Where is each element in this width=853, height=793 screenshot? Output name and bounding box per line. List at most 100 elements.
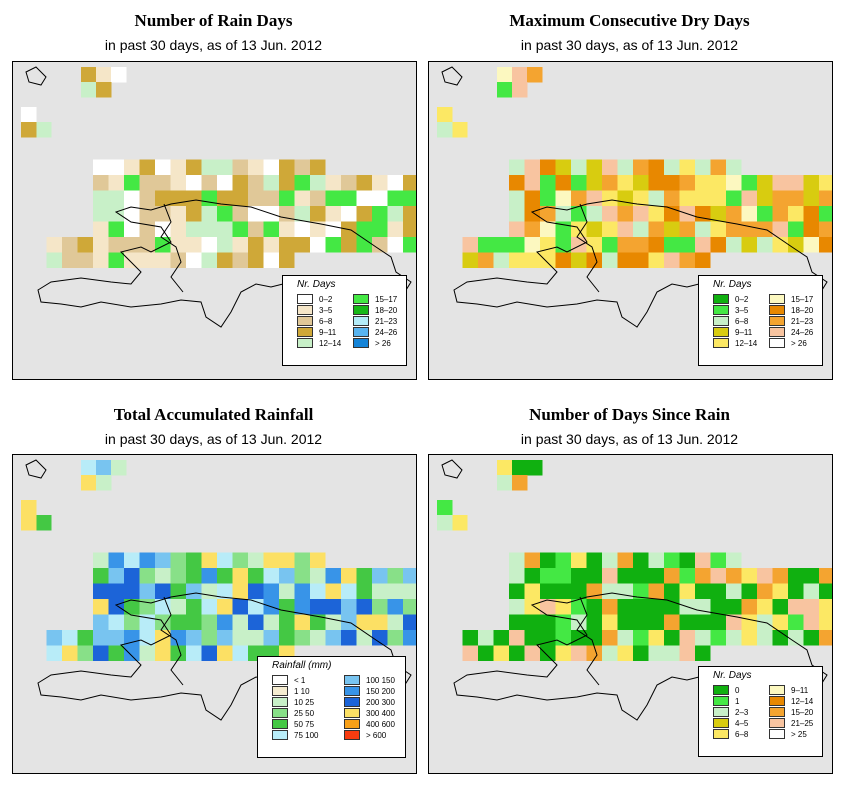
grid-cell bbox=[124, 221, 140, 237]
grid-cell bbox=[310, 630, 326, 646]
legend-label: 21–23 bbox=[375, 316, 398, 326]
grid-cell bbox=[217, 221, 233, 237]
grid-cell bbox=[555, 552, 571, 568]
legend-swatch bbox=[297, 338, 313, 348]
grid-cell bbox=[695, 175, 711, 191]
grid-cell bbox=[124, 252, 140, 268]
grid-cell bbox=[108, 583, 124, 599]
grid-cell bbox=[77, 630, 93, 646]
grid-cell bbox=[586, 568, 602, 584]
grid-cell bbox=[648, 599, 664, 615]
grid-cell bbox=[540, 252, 556, 268]
grid-cell bbox=[201, 221, 217, 237]
grid-cell bbox=[279, 159, 295, 175]
grid-cell bbox=[602, 583, 618, 599]
grid-cell bbox=[741, 206, 757, 222]
legend-swatch bbox=[353, 327, 369, 337]
grid-cell bbox=[341, 630, 357, 646]
grid-cell bbox=[788, 599, 804, 615]
grid-cell bbox=[279, 221, 295, 237]
grid-cell bbox=[741, 190, 757, 206]
grid-cell bbox=[648, 175, 664, 191]
panel-title: Maximum Consecutive Dry Days bbox=[509, 11, 750, 30]
grid-cell bbox=[695, 237, 711, 253]
legend-label: 100 150 bbox=[366, 675, 395, 685]
map-canvas bbox=[21, 459, 416, 721]
grid-cell bbox=[201, 568, 217, 584]
grid-cell bbox=[803, 614, 819, 630]
legend-label: 24–26 bbox=[375, 327, 398, 337]
legend-item: 9–11 bbox=[297, 327, 336, 337]
grid-cell bbox=[679, 552, 695, 568]
grid-cell bbox=[403, 599, 416, 615]
grid-cell bbox=[263, 614, 279, 630]
grid-cell bbox=[509, 221, 525, 237]
grid-cell bbox=[512, 460, 528, 476]
legend-label: 18–20 bbox=[791, 305, 814, 315]
grid-cell bbox=[555, 252, 571, 268]
grid-cell bbox=[633, 159, 649, 175]
grid-cell bbox=[248, 583, 264, 599]
grid-cell bbox=[726, 206, 742, 222]
grid-cell bbox=[695, 552, 711, 568]
grid-cell bbox=[478, 252, 494, 268]
grid-cell bbox=[571, 237, 587, 253]
grid-cell bbox=[726, 175, 742, 191]
grid-cell bbox=[263, 221, 279, 237]
legend-swatch bbox=[272, 675, 288, 685]
grid-cell bbox=[372, 568, 388, 584]
legend-item: 18–20 bbox=[769, 305, 813, 315]
grid-cell bbox=[170, 221, 186, 237]
grid-cell bbox=[524, 175, 540, 191]
grid-cell bbox=[46, 630, 62, 646]
legend-label: 50 75 bbox=[294, 719, 315, 729]
grid-cell bbox=[310, 237, 326, 253]
legend-label: 300 400 bbox=[366, 708, 395, 718]
grid-cell bbox=[757, 568, 773, 584]
grid-cell bbox=[540, 568, 556, 584]
grid-cell bbox=[617, 630, 633, 646]
grid-cell bbox=[540, 190, 556, 206]
grid-cell bbox=[387, 206, 403, 222]
legend-swatch bbox=[272, 719, 288, 729]
grid-cell bbox=[279, 552, 295, 568]
grid-cell bbox=[356, 175, 372, 191]
legend-label: 25 50 bbox=[294, 708, 315, 718]
grid-cell bbox=[81, 460, 97, 476]
grid-cell bbox=[741, 599, 757, 615]
grid-cell bbox=[772, 599, 788, 615]
grid-cell bbox=[803, 237, 819, 253]
grid-cell bbox=[170, 237, 186, 253]
grid-cell bbox=[540, 552, 556, 568]
grid-cell bbox=[509, 599, 525, 615]
legend-item: 1 bbox=[713, 696, 739, 706]
grid-cell bbox=[372, 599, 388, 615]
legend-swatch bbox=[769, 316, 785, 326]
legend-swatch bbox=[769, 685, 785, 695]
grid-cell bbox=[403, 237, 416, 253]
grid-cell bbox=[788, 221, 804, 237]
grid-cell bbox=[279, 614, 295, 630]
grid-cell bbox=[93, 206, 109, 222]
grid-cell bbox=[62, 645, 78, 661]
grid-cell bbox=[741, 583, 757, 599]
grid-cell bbox=[279, 237, 295, 253]
grid-cell bbox=[512, 67, 528, 83]
grid-cell bbox=[710, 614, 726, 630]
panel-subtitle: in past 30 days, as of 13 Jun. 2012 bbox=[104, 431, 323, 447]
grid-cell bbox=[741, 614, 757, 630]
grid-cell bbox=[586, 221, 602, 237]
grid-cell bbox=[155, 159, 171, 175]
grid-cell bbox=[186, 206, 202, 222]
grid-cell bbox=[81, 82, 97, 98]
grid-cell bbox=[509, 175, 525, 191]
grid-cell bbox=[586, 159, 602, 175]
grid-cell bbox=[356, 630, 372, 646]
map-legend: Nr. Days 0 1 2–3 4–5 6–8 9–11 12–14 15–20 21–25 >… bbox=[698, 666, 823, 757]
grid-cell bbox=[341, 583, 357, 599]
grid-cell bbox=[124, 614, 140, 630]
legend-item: 200 300 bbox=[344, 697, 395, 707]
grid-cell bbox=[478, 630, 494, 646]
grid-cell bbox=[186, 252, 202, 268]
legend-swatch bbox=[769, 718, 785, 728]
